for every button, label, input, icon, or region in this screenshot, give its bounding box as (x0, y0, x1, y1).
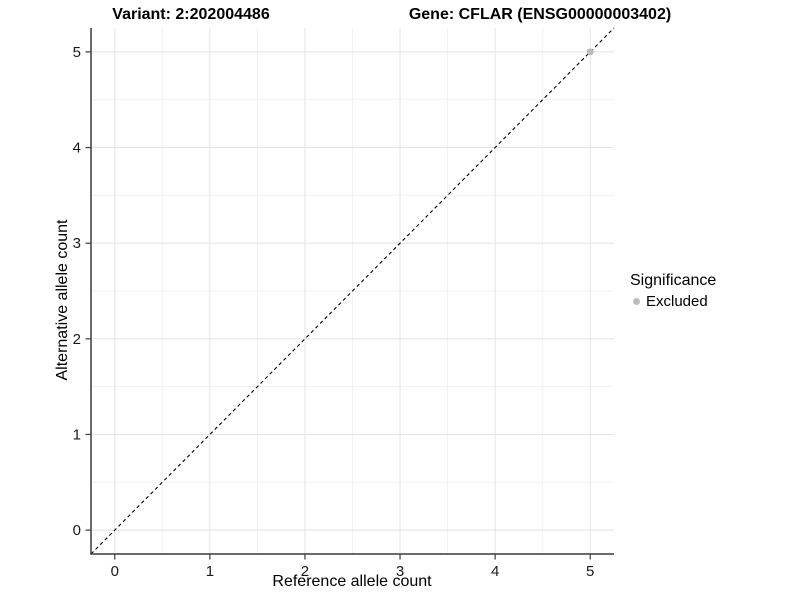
x-tick-label: 1 (206, 563, 214, 580)
x-tick-label: 5 (586, 563, 594, 580)
legend-item-label: Excluded (646, 293, 708, 310)
y-tick-label: 3 (73, 235, 81, 252)
x-tick-label: 2 (301, 563, 309, 580)
legend: Significance Excluded (630, 271, 716, 311)
data-point-excluded (586, 48, 594, 56)
y-tick-label: 2 (73, 331, 81, 348)
y-tick-label: 0 (73, 522, 81, 539)
identity-line (90, 27, 615, 555)
y-tick-label: 4 (73, 140, 81, 157)
plot-title-variant: Variant: 2:202004486 (112, 6, 270, 23)
x-axis-title: Reference allele count (272, 573, 432, 590)
y-axis-title: Alternative allele count (54, 219, 71, 381)
legend-title: Significance (630, 272, 717, 289)
y-tick-label: 5 (73, 44, 81, 61)
x-tick-label: 3 (396, 563, 404, 580)
x-tick-label: 4 (491, 563, 499, 580)
plot-title-gene: Gene: CFLAR (ENSG00000003402) (408, 6, 672, 23)
x-tick-label: 0 (111, 563, 119, 580)
y-tick-label: 1 (73, 426, 81, 443)
legend-item-excluded: Excluded (630, 292, 716, 311)
legend-key-dot-icon (633, 298, 640, 305)
